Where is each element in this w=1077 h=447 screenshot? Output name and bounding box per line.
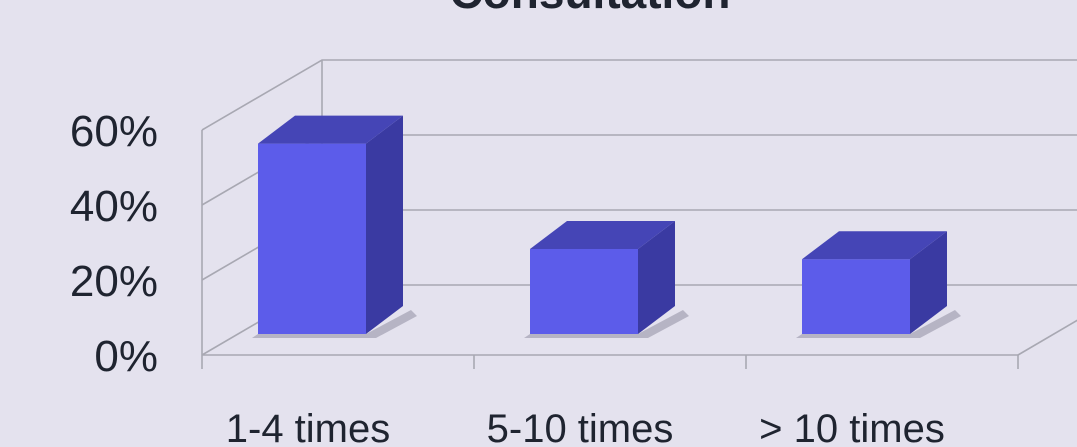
y-axis-ticks: 0% 20% 40% 60% — [70, 107, 158, 381]
bar-top — [258, 115, 403, 144]
bar-shadow — [252, 310, 417, 338]
bar — [524, 221, 689, 338]
x-category-label: 1-4 times — [226, 407, 391, 447]
x-category-label: 5-10 times — [487, 407, 674, 447]
x-category-label: > 10 times — [759, 407, 945, 447]
bar-side — [910, 231, 947, 334]
y-tick-label: 0% — [94, 332, 158, 381]
bars — [252, 115, 961, 338]
bar-top — [802, 231, 947, 260]
bar-front — [802, 259, 910, 334]
y-tick-label: 60% — [70, 107, 158, 156]
x-axis-categories: 1-4 times 5-10 times > 10 times — [226, 407, 945, 447]
bar-side — [366, 115, 403, 334]
y-tick-label: 20% — [70, 257, 158, 306]
bar-shadow — [796, 310, 961, 338]
bar-front — [530, 249, 638, 334]
y-tick-label: 40% — [70, 182, 158, 231]
chart-title: Consultation — [449, 0, 730, 18]
bar-front — [258, 143, 366, 334]
bar-top — [530, 221, 675, 249]
bar-side — [638, 221, 675, 334]
bar — [796, 231, 961, 338]
bar-shadow — [524, 310, 689, 338]
floor-right-edge — [1017, 319, 1077, 356]
bar — [252, 115, 417, 338]
